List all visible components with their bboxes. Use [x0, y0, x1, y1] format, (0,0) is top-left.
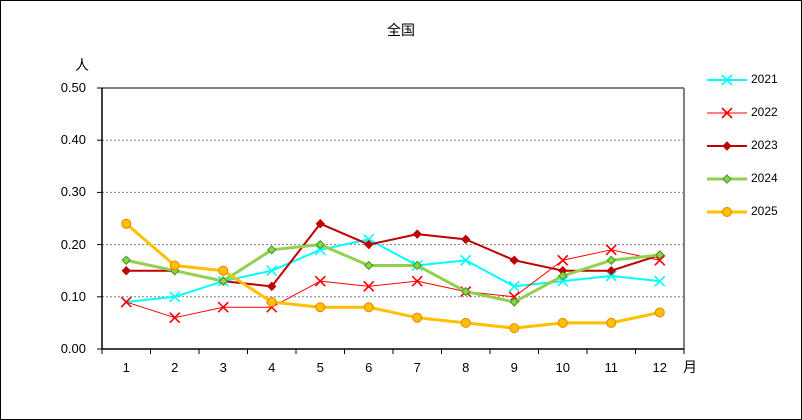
x-marker-icon — [707, 74, 747, 86]
x-marker-icon — [707, 107, 747, 119]
legend-label: 2024 — [751, 171, 778, 185]
y-tick-label: 0.00 — [60, 341, 86, 356]
y-axis-unit: 人 — [75, 58, 89, 74]
series-2025 — [121, 218, 665, 334]
circle-marker-icon — [707, 207, 747, 217]
x-tick-label: 11 — [604, 360, 619, 375]
x-tick-label: 6 — [365, 360, 373, 375]
legend-label: 2025 — [751, 204, 778, 218]
y-tick-label: 0.40 — [60, 132, 86, 148]
series-2022 — [120, 244, 666, 324]
y-tick-label: 0.30 — [60, 184, 86, 200]
legend-item-2021: 2021 — [705, 72, 795, 90]
diamond-marker-icon — [707, 174, 747, 184]
legend-label: 2021 — [751, 72, 778, 86]
x-tick-label: 1 — [122, 360, 130, 375]
chart-title: 全国 — [387, 23, 415, 39]
y-tick-label: 0.20 — [60, 236, 86, 252]
legend-label: 2022 — [751, 105, 778, 119]
y-tick-label: 0.50 — [60, 80, 86, 95]
legend-label: 2023 — [751, 138, 778, 152]
x-tick-label: 2 — [171, 360, 179, 375]
legend-item-2025: 2025 — [705, 204, 795, 222]
legend-item-2022: 2022 — [705, 105, 795, 123]
y-tick-label: 0.10 — [60, 288, 86, 304]
series-2024 — [121, 239, 665, 307]
x-axis-unit: 月 — [683, 360, 697, 376]
x-tick-label: 10 — [555, 360, 570, 375]
x-tick-label: 12 — [652, 360, 667, 375]
x-tick-label: 5 — [316, 360, 324, 375]
x-tick-label: 7 — [413, 360, 421, 375]
diamond-marker-icon — [707, 141, 747, 151]
legend-item-2024: 2024 — [705, 171, 795, 189]
legend-item-2023: 2023 — [705, 138, 795, 156]
x-tick-label: 8 — [462, 360, 470, 375]
series-2021 — [120, 233, 666, 308]
x-tick-label: 3 — [219, 360, 227, 375]
x-tick-label: 4 — [268, 360, 276, 375]
x-tick-label: 9 — [510, 360, 518, 375]
